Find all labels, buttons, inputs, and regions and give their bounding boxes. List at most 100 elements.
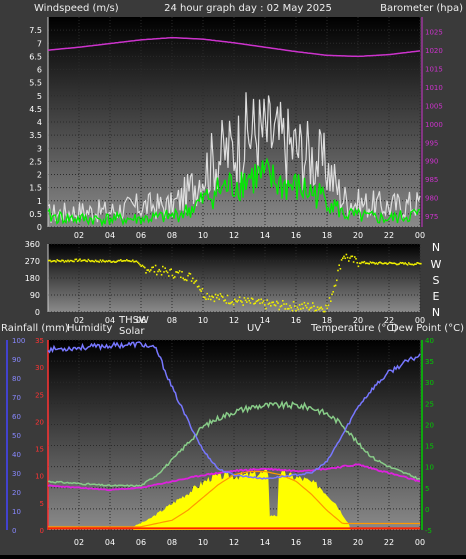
direction-point <box>242 304 244 306</box>
direction-point <box>337 269 339 272</box>
direction-tick-label: 180 <box>25 274 40 283</box>
direction-point <box>338 264 340 266</box>
direction-point <box>117 259 120 262</box>
direction-point <box>163 271 165 273</box>
direction-point <box>243 297 246 299</box>
direction-point <box>127 260 129 262</box>
direction-point <box>134 260 136 263</box>
direction-point <box>52 260 55 262</box>
direction-point <box>97 260 99 263</box>
humidity-tick-label: 50 <box>12 432 21 440</box>
direction-point <box>382 262 385 265</box>
direction-point <box>162 265 164 268</box>
direction-point <box>82 259 85 262</box>
direction-point <box>272 301 274 303</box>
direction-point <box>211 295 213 298</box>
direction-point <box>390 262 392 264</box>
direction-point <box>340 259 343 261</box>
direction-point <box>214 293 217 296</box>
direction-point <box>169 269 171 271</box>
humidity-line <box>47 341 421 480</box>
temp-tick-label: 5 <box>425 485 429 493</box>
y-right-tick-label: 1005 <box>425 102 443 110</box>
direction-point <box>75 258 78 261</box>
direction-point <box>166 271 169 274</box>
rain-tick-label: 30 <box>35 364 44 372</box>
direction-point <box>230 301 232 304</box>
direction-point <box>393 262 396 264</box>
direction-point <box>247 297 249 300</box>
temp-tick-label: -5 <box>425 527 432 535</box>
direction-point <box>351 255 354 258</box>
direction-point <box>363 260 366 263</box>
direction-point <box>103 260 105 263</box>
direction-point <box>67 259 69 262</box>
direction-point <box>398 263 400 265</box>
direction-point <box>334 284 337 287</box>
direction-point <box>380 262 382 264</box>
direction-point <box>188 272 190 275</box>
direction-tick-label: 0 <box>35 308 40 317</box>
direction-point <box>392 262 394 265</box>
direction-point <box>304 304 307 307</box>
direction-point <box>349 257 351 259</box>
direction-point <box>322 310 325 313</box>
direction-point <box>140 265 142 267</box>
direction-point <box>126 259 128 261</box>
temp-tick-label: 20 <box>425 421 434 429</box>
direction-point <box>96 260 98 263</box>
direction-point <box>414 263 416 265</box>
direction-point <box>328 297 331 299</box>
humidity-tick-label: 60 <box>12 413 21 421</box>
direction-point <box>223 300 225 302</box>
direction-point <box>289 304 291 307</box>
direction-point <box>61 259 63 262</box>
direction-point <box>231 301 234 303</box>
direction-point <box>183 279 186 281</box>
x-tick-label: 22 <box>384 316 394 325</box>
x-tick-label: 22 <box>384 538 394 547</box>
direction-point <box>331 293 333 296</box>
direction-point <box>78 259 80 262</box>
direction-point <box>385 262 387 264</box>
direction-point <box>190 280 193 282</box>
barometer-line <box>47 36 421 58</box>
y-right-tick-label: 985 <box>425 176 438 184</box>
y-tick-label: 1 <box>37 197 42 206</box>
x-tick-label: 04 <box>105 538 115 547</box>
direction-point <box>308 308 310 311</box>
dewpoint-axis-label: Dew Point (°C) <box>391 323 464 334</box>
direction-point <box>104 261 106 263</box>
temp-tick-label: 25 <box>425 400 434 408</box>
direction-point <box>193 282 195 284</box>
direction-point <box>318 308 320 311</box>
direction-point <box>357 265 360 268</box>
direction-point <box>58 260 61 262</box>
rain-tick-label: 25 <box>35 391 44 399</box>
direction-point <box>250 297 253 300</box>
direction-point <box>151 266 153 269</box>
x-tick-label: 06 <box>136 538 146 547</box>
humidity-tick-label: 100 <box>12 337 25 345</box>
solar-axis-label: Solar <box>119 326 145 337</box>
humidity-tick-label: 30 <box>12 470 21 478</box>
direction-point <box>141 264 144 267</box>
uv-axis-label: UV <box>247 323 261 334</box>
direction-point <box>364 262 367 265</box>
direction-point <box>213 300 216 303</box>
x-tick-label: 16 <box>291 316 301 325</box>
y-right-tick-label: 990 <box>425 158 438 166</box>
y-right-tick-label: 980 <box>425 195 438 203</box>
x-tick-label: 14 <box>260 538 270 547</box>
thsw-axis-label: THSW <box>118 315 149 326</box>
x-tick-label: 02 <box>74 538 84 547</box>
direction-point <box>92 260 94 263</box>
windspeed-line <box>47 157 420 228</box>
y-tick-label: 2 <box>37 171 42 180</box>
y-right-tick-label: 1000 <box>425 121 443 129</box>
y-tick-label: 6 <box>37 66 42 75</box>
direction-point <box>418 262 421 265</box>
direction-point <box>379 261 381 263</box>
direction-point <box>406 264 409 266</box>
